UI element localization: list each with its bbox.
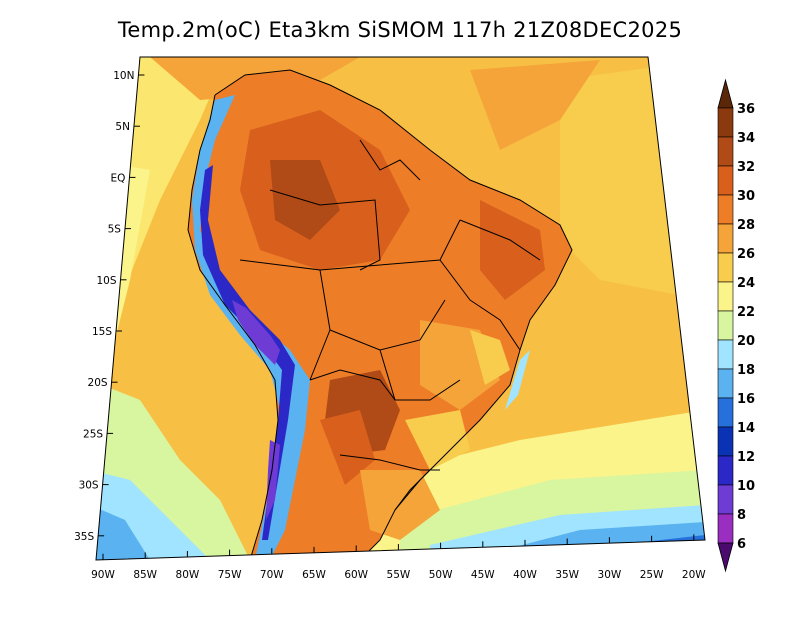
- lat-tick-label: 10S: [96, 275, 116, 287]
- lat-tick-label: 20S: [88, 377, 108, 389]
- lat-tick-label: 10N: [113, 70, 134, 82]
- lat-tick-label: 15S: [92, 326, 112, 338]
- colorbar-label: 10: [737, 479, 755, 494]
- lon-tick-label: 65W: [302, 569, 326, 581]
- colorbar: 36 34 32 30 28 26 24 22 20 18 16 14 12 10 8 6: [717, 78, 755, 573]
- colorbar-label: 24: [737, 276, 755, 291]
- lon-tick-label: 80W: [176, 569, 200, 581]
- colorbar-label: 16: [737, 392, 755, 407]
- lon-tick-label: 40W: [513, 569, 537, 581]
- colorbar-label: 6: [737, 537, 746, 552]
- lon-tick-label: 35W: [555, 569, 579, 581]
- lat-tick-label: 5N: [115, 121, 130, 133]
- colorbar-swatch: [717, 252, 734, 283]
- lon-tick-label: 25W: [640, 569, 664, 581]
- longitude-axis: 90W 85W 80W 75W 70W 65W 60W 55W 50W 45W 40W 35W 30W 2…: [91, 534, 706, 581]
- colorbar-swatch: [717, 310, 734, 341]
- colorbar-swatch: [717, 107, 734, 138]
- colorbar-label: 36: [737, 102, 755, 117]
- lon-tick-label: 50W: [429, 569, 453, 581]
- colorbar-bottom-arrow: [717, 542, 734, 573]
- colorbar-label: 28: [737, 218, 755, 233]
- borders: [187, 69, 573, 560]
- colorbar-swatch: [717, 513, 734, 544]
- land: [188, 70, 572, 560]
- colorbar-swatch: [717, 339, 734, 370]
- lat-tick-label: 5S: [108, 224, 122, 236]
- lon-tick-label: 30W: [598, 569, 622, 581]
- colorbar-label: 26: [737, 247, 755, 262]
- colorbar-label: 8: [737, 508, 746, 523]
- lon-tick-label: 20W: [682, 569, 706, 581]
- colorbar-swatch: [717, 397, 734, 428]
- lon-tick-label: 45W: [471, 569, 495, 581]
- colorbar-label: 18: [737, 363, 755, 378]
- colorbar-swatch: [717, 426, 734, 457]
- lat-tick-label: 25S: [83, 428, 103, 440]
- colorbar-swatch: [717, 484, 734, 515]
- colorbar-label: 20: [737, 334, 755, 349]
- colorbar-label: 34: [737, 131, 755, 146]
- colorbar-swatch: [717, 455, 734, 486]
- colorbar-label: 14: [737, 421, 755, 436]
- map-frame: [95, 56, 706, 561]
- lat-tick-label: 30S: [79, 480, 99, 492]
- map-title: Temp.2m(oC) Eta3km SiSMOM 117h 21Z08DEC2…: [117, 18, 683, 42]
- colorbar-swatch: [717, 194, 734, 225]
- colorbar-top-arrow: [717, 78, 734, 109]
- lon-tick-label: 75W: [218, 569, 242, 581]
- colorbar-swatch: [717, 223, 734, 254]
- lat-tick-label: 35S: [74, 531, 94, 543]
- lat-tick-label: EQ: [111, 172, 126, 184]
- latitude-axis: 10N 5N EQ 5S 10S 15S 20S 25S 30S 35S: [74, 70, 145, 543]
- colorbar-swatch: [717, 281, 734, 312]
- lon-tick-label: 85W: [133, 569, 157, 581]
- colorbar-label: 32: [737, 160, 755, 175]
- colorbar-swatch: [717, 165, 734, 196]
- colorbar-swatch: [717, 368, 734, 399]
- colorbar-label: 12: [737, 450, 755, 465]
- colorbar-label: 22: [737, 305, 755, 320]
- lon-tick-label: 55W: [387, 569, 411, 581]
- lon-tick-label: 60W: [344, 569, 368, 581]
- colorbar-swatch: [717, 136, 734, 167]
- lon-tick-label: 90W: [91, 569, 115, 581]
- colorbar-label: 30: [737, 189, 755, 204]
- lon-tick-label: 70W: [260, 569, 284, 581]
